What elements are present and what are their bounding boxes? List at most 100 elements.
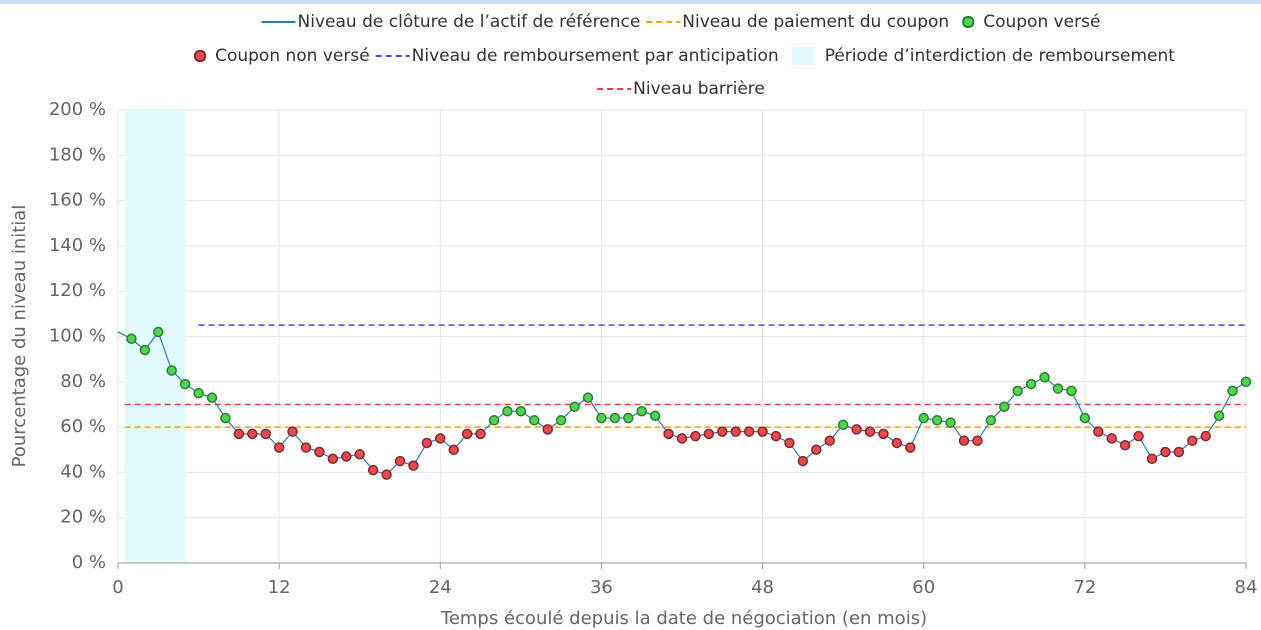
coupon-point: [529, 415, 540, 426]
legend-label: Niveau de paiement du coupon: [682, 12, 949, 32]
coupon-point: [797, 455, 809, 467]
plot: [117, 110, 1252, 563]
coupon-point: [408, 460, 419, 471]
legend-item: Période d’interdiction de remboursement: [792, 46, 1176, 66]
coupon-point: [891, 437, 903, 449]
coupon-point: [515, 405, 527, 417]
coupon-point: [300, 442, 312, 453]
coupon-point: [220, 412, 231, 424]
legend-label: Période d’interdiction de remboursement: [825, 46, 1176, 66]
y-tick-label: 20 %: [60, 507, 106, 528]
coupon-point: [1106, 433, 1117, 444]
coupon-point: [287, 426, 298, 437]
y-tick-label: 60 %: [60, 416, 106, 437]
coupon-point: [1187, 435, 1198, 446]
coupon-point: [542, 424, 553, 435]
coupon-point: [394, 455, 406, 467]
y-tick-label: 200 %: [49, 99, 106, 120]
coupon-point: [233, 428, 245, 440]
coupon-point: [864, 426, 876, 437]
y-tick-label: 80 %: [60, 371, 106, 392]
coupon-point: [743, 426, 755, 437]
x-tick-label: 0: [112, 577, 123, 598]
coupon-point: [1133, 430, 1144, 442]
legend-label: Coupon versé: [983, 12, 1100, 32]
x-tick-label: 48: [751, 577, 774, 598]
coupon-point: [461, 428, 473, 440]
coupon-point: [905, 442, 916, 453]
y-tick-label: 140 %: [49, 235, 106, 256]
legend-symbol: [194, 50, 207, 62]
coupon-point: [582, 392, 594, 403]
y-tick-label: 180 %: [49, 144, 106, 165]
coupon-point: [435, 433, 446, 444]
coupon-point: [179, 378, 191, 390]
coupon-point: [206, 392, 218, 403]
coupon-point: [421, 437, 433, 449]
legend-label: Niveau de remboursement par anticipation: [412, 46, 779, 66]
coupon-point: [1052, 383, 1064, 394]
coupon-point: [1093, 426, 1104, 437]
coupon-point: [958, 435, 970, 446]
coupon-point: [260, 428, 271, 440]
coupon-point: [623, 412, 634, 424]
coupon-point: [945, 417, 956, 428]
legend-item: Niveau de remboursement par anticipation: [375, 46, 779, 66]
coupon-point: [1213, 410, 1225, 422]
coupon-point: [448, 444, 459, 455]
closing-level-line: [117, 330, 1247, 476]
coupon-point: [488, 415, 500, 426]
coupon-point: [878, 428, 889, 440]
coupon-point: [649, 410, 661, 422]
coupon-point: [757, 426, 768, 437]
x-tick-label: 84: [1235, 577, 1258, 598]
legend-row: Niveau de clôture de l’actif de référenc…: [261, 12, 1100, 32]
y-tick-label: 40 %: [60, 461, 106, 482]
legend-row: Niveau barrière: [597, 79, 765, 99]
coupon-point: [569, 401, 580, 412]
coupon-point: [1119, 439, 1131, 451]
coupon-point: [139, 344, 151, 356]
y-tick-label: 160 %: [49, 190, 106, 211]
coupon-point: [985, 415, 997, 426]
coupon-point: [837, 419, 849, 431]
coupon-point: [273, 442, 285, 453]
coupon-point: [663, 428, 674, 440]
coupon-point: [327, 453, 339, 465]
coupon-point: [247, 428, 258, 440]
coupon-point: [193, 387, 204, 399]
coupon-point: [1025, 378, 1037, 390]
top-border: [0, 0, 1261, 4]
coupon-point: [555, 415, 567, 426]
legend-symbol: [792, 47, 815, 65]
coupon-point: [502, 405, 513, 417]
coupon-point: [354, 449, 365, 460]
coupon-point: [918, 412, 929, 424]
y-tick-label: 0 %: [72, 552, 106, 573]
coupon-point: [367, 464, 379, 476]
legend-item: Coupon versé: [962, 12, 1100, 32]
coupon-point: [784, 437, 795, 449]
coupon-point: [811, 444, 822, 455]
coupon-point: [609, 412, 621, 424]
coupon-point: [770, 430, 782, 442]
legend-item: Niveau de paiement du coupon: [646, 12, 949, 32]
coupon-point: [1200, 430, 1211, 442]
coupon-point: [676, 433, 688, 444]
legend-row: Coupon non versé Niveau de remboursement …: [194, 46, 1176, 66]
coupon-point: [851, 424, 862, 435]
coupon-point: [703, 428, 715, 440]
y-tick-label: 100 %: [49, 326, 106, 347]
x-tick-label: 72: [1073, 577, 1096, 598]
y-tick-label: 120 %: [49, 280, 106, 301]
coupon-point: [1066, 385, 1077, 397]
coupon-point: [999, 401, 1010, 412]
coupon-point: [1173, 446, 1185, 458]
coupon-point: [636, 405, 647, 417]
coupon-point: [972, 435, 983, 446]
coupon-point: [1039, 372, 1050, 383]
coupon-point: [166, 365, 177, 376]
x-tick-label: 36: [590, 577, 613, 598]
coupon-point: [1146, 453, 1158, 465]
